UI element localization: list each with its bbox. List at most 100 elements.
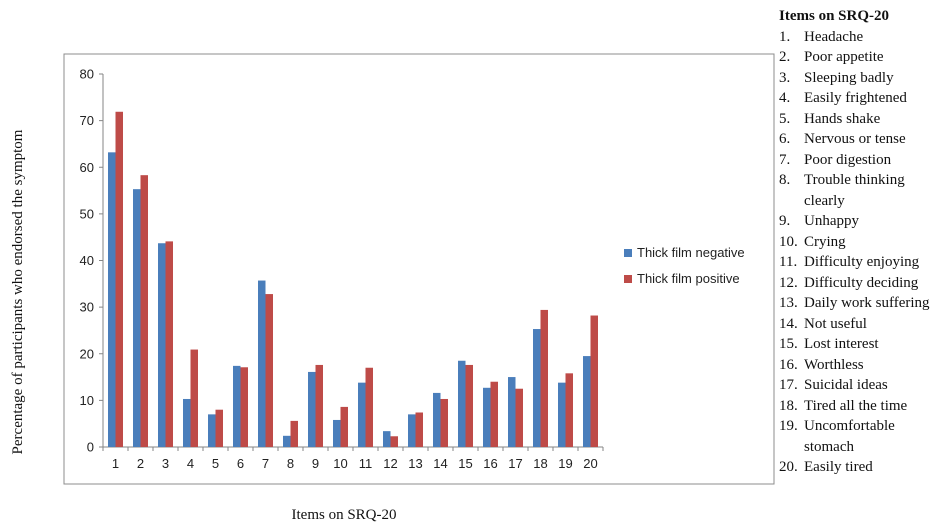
x-tick-label: 1 bbox=[112, 456, 119, 471]
item-text: Worthless bbox=[804, 356, 864, 373]
item-text: Unhappy bbox=[804, 213, 859, 229]
bar-negative-18 bbox=[533, 329, 541, 447]
x-axis-title: Items on SRQ-20 bbox=[292, 507, 397, 523]
bar-negative-12 bbox=[383, 431, 391, 447]
item-text: Lost interest bbox=[804, 336, 879, 352]
bar-positive-14 bbox=[440, 398, 448, 447]
items-list-item: 16. Worthless bbox=[779, 355, 943, 376]
bar-positive-11 bbox=[365, 367, 373, 447]
items-list-item: 5. Hands shake bbox=[779, 109, 943, 130]
bar-negative-4 bbox=[183, 398, 191, 447]
legend-label: Thick film positive bbox=[637, 271, 740, 286]
y-axis-title: Percentage of participants who endorsed … bbox=[10, 129, 26, 454]
x-tick-label: 9 bbox=[312, 456, 319, 471]
items-list-item: 19. Uncomfortable stomach bbox=[779, 416, 943, 457]
bar-negative-20 bbox=[583, 356, 591, 447]
x-tick-label: 7 bbox=[262, 456, 269, 471]
bar-positive-6 bbox=[240, 367, 248, 447]
item-number: 3. bbox=[779, 69, 791, 86]
item-text: Nervous or tense bbox=[804, 131, 906, 147]
bar-positive-9 bbox=[315, 364, 323, 447]
items-list-item: 12. Difficulty deciding bbox=[779, 273, 943, 294]
legend-swatch bbox=[624, 275, 632, 283]
bar-positive-19 bbox=[565, 373, 573, 447]
bar-negative-15 bbox=[458, 360, 466, 447]
item-number: 5. bbox=[779, 110, 791, 127]
bar-positive-12 bbox=[390, 436, 398, 447]
item-text: Trouble thinking clearly bbox=[804, 172, 905, 209]
items-list-item: 8. Trouble thinking clearly bbox=[779, 170, 943, 211]
bar-positive-4 bbox=[190, 349, 198, 447]
items-list-item: 11. Difficulty enjoying bbox=[779, 252, 943, 273]
item-text: Uncomfortable stomach bbox=[804, 418, 895, 455]
item-text: Difficulty enjoying bbox=[804, 254, 920, 270]
bar-negative-10 bbox=[333, 419, 341, 447]
item-number: 2. bbox=[779, 49, 791, 65]
x-tick-label: 14 bbox=[433, 456, 447, 471]
x-tick-label: 5 bbox=[212, 456, 219, 471]
bar-negative-11 bbox=[358, 382, 366, 447]
bar-negative-19 bbox=[558, 382, 566, 447]
item-number: 14. bbox=[779, 315, 798, 332]
bar-positive-7 bbox=[265, 294, 273, 447]
y-tick-label: 30 bbox=[80, 300, 94, 315]
x-tick-label: 2 bbox=[137, 456, 144, 471]
bar-negative-8 bbox=[283, 435, 291, 447]
bar-negative-14 bbox=[433, 392, 441, 447]
bar-negative-16 bbox=[483, 387, 491, 447]
items-list-item: 20. Easily tired bbox=[779, 457, 943, 478]
items-panel: Items on SRQ-20 1. Headache 2. Poor appetit… bbox=[779, 6, 943, 478]
x-tick-label: 6 bbox=[237, 456, 244, 471]
items-list-item: 3. Sleeping badly bbox=[779, 68, 943, 89]
x-tick-label: 17 bbox=[508, 456, 522, 471]
bar-positive-17 bbox=[515, 388, 523, 447]
item-text: Poor appetite bbox=[804, 49, 884, 65]
item-text: Easily tired bbox=[804, 459, 873, 475]
x-tick-label: 3 bbox=[162, 456, 169, 471]
item-text: Tired all the time bbox=[804, 397, 908, 414]
items-list-item: 1. Headache bbox=[779, 27, 943, 48]
bar-positive-16 bbox=[490, 381, 498, 447]
bar-negative-13 bbox=[408, 414, 416, 447]
x-tick-label: 12 bbox=[383, 456, 397, 471]
y-tick-label: 0 bbox=[87, 440, 94, 455]
y-tick-label: 40 bbox=[80, 253, 94, 268]
item-number: 7. bbox=[779, 151, 791, 168]
bar-positive-18 bbox=[540, 309, 548, 447]
x-tick-label: 16 bbox=[483, 456, 497, 471]
items-list-item: 13. Daily work suffering bbox=[779, 293, 943, 314]
chart-frame bbox=[63, 53, 775, 485]
y-tick-label: 50 bbox=[80, 206, 94, 221]
item-number: 4. bbox=[779, 90, 791, 106]
items-list-item: 17. Suicidal ideas bbox=[779, 375, 943, 396]
items-list-item: 6. Nervous or tense bbox=[779, 129, 943, 150]
items-list-item: 4. Easily frightened bbox=[779, 88, 943, 109]
bar-positive-2 bbox=[140, 175, 148, 447]
x-tick-label: 15 bbox=[458, 456, 472, 471]
x-tick-label: 20 bbox=[583, 456, 597, 471]
x-tick-label: 10 bbox=[333, 456, 347, 471]
bar-positive-8 bbox=[290, 420, 298, 447]
item-number: 18. bbox=[779, 397, 798, 414]
bar-negative-3 bbox=[158, 243, 166, 447]
item-text: Easily frightened bbox=[804, 90, 907, 106]
item-text: Headache bbox=[804, 28, 864, 45]
legend-label: Thick film negative bbox=[637, 245, 745, 260]
items-list-item: 18. Tired all the time bbox=[779, 396, 943, 417]
item-number: 8. bbox=[779, 172, 791, 188]
items-list: 1. Headache 2. Poor appetite 3. Sleeping badl… bbox=[779, 27, 943, 478]
item-text: Difficulty deciding bbox=[804, 274, 919, 291]
bar-positive-20 bbox=[590, 315, 598, 447]
legend-swatch bbox=[624, 249, 632, 257]
item-text: Not useful bbox=[804, 315, 867, 332]
bar-positive-5 bbox=[215, 409, 223, 447]
items-list-item: 2. Poor appetite bbox=[779, 47, 943, 68]
item-text: Sleeping badly bbox=[804, 69, 894, 86]
y-tick-label: 20 bbox=[80, 346, 94, 361]
bar-positive-13 bbox=[415, 412, 423, 447]
item-text: Poor digestion bbox=[804, 151, 892, 168]
y-tick-label: 80 bbox=[80, 67, 94, 82]
item-number: 10. bbox=[779, 233, 798, 250]
item-number: 17. bbox=[779, 377, 798, 393]
